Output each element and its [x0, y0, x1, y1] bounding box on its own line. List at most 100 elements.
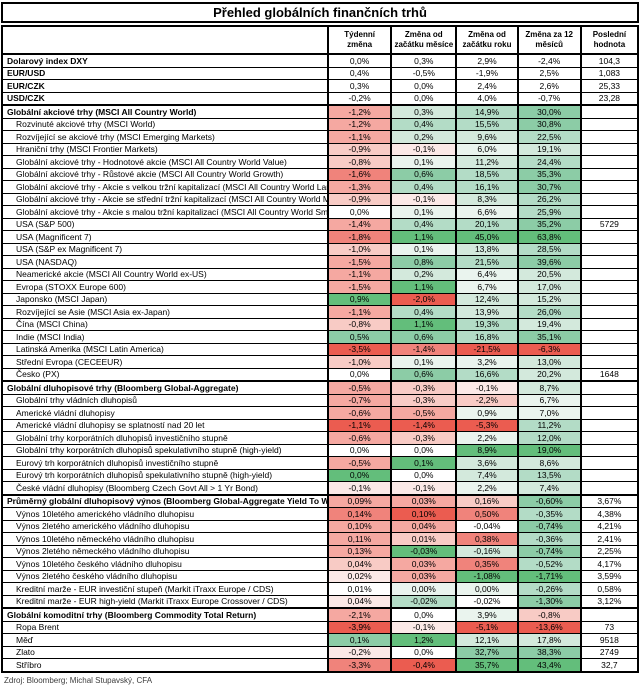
change-value-cell: 0,0% — [390, 79, 457, 93]
last-value-cell — [579, 481, 639, 495]
last-value-cell — [579, 180, 639, 194]
row-label: Neamerické akcie (MSCI All Country World… — [1, 267, 329, 281]
change-value-cell: -1,71% — [516, 569, 582, 583]
change-value-cell: -0,74% — [516, 544, 582, 558]
change-value-cell: 19,0% — [516, 443, 582, 457]
table-row: Americké vládní dluhopisy -0,6% -0,5% 0,9% 7… — [1, 406, 639, 420]
change-value-cell: 19,1% — [516, 142, 582, 156]
table-row: Neamerické akcie (MSCI All Country World… — [1, 267, 639, 281]
row-label: Česko (PX) — [1, 367, 329, 382]
change-value-cell: 8,9% — [455, 443, 519, 457]
change-value-cell: -0,3% — [390, 380, 457, 395]
change-value-cell: -1,3% — [327, 180, 392, 194]
change-value-cell: -0,3% — [390, 393, 457, 407]
last-value-cell — [579, 443, 639, 457]
change-value-cell: 0,0% — [390, 468, 457, 482]
change-value-cell: 0,4% — [390, 117, 457, 131]
last-value-cell — [579, 230, 639, 244]
row-label: Globální akciové trhy - Akcie s malou tr… — [1, 205, 329, 219]
change-value-cell: 0,1% — [390, 155, 457, 169]
change-value-cell: 0,09% — [327, 493, 392, 508]
last-value-cell — [579, 355, 639, 369]
change-value-cell: 6,0% — [455, 142, 519, 156]
change-value-cell: -0,1% — [455, 380, 519, 395]
change-value-cell: 0,0% — [390, 443, 457, 457]
last-value-cell: 23,28 — [579, 91, 639, 106]
change-value-cell: -0,52% — [516, 557, 582, 571]
last-value-cell — [579, 393, 639, 407]
change-value-cell: -0,1% — [327, 481, 392, 495]
change-value-cell: 30,0% — [516, 104, 582, 119]
change-value-cell: 35,2% — [516, 217, 582, 231]
change-value-cell: 17,8% — [516, 633, 582, 647]
change-value-cell: -0,36% — [516, 532, 582, 546]
change-value-cell: 3,9% — [455, 607, 519, 622]
change-value-cell: 19,3% — [455, 317, 519, 331]
change-value-cell: 0,03% — [390, 493, 457, 508]
table-row: Eurový trh korporátních dluhopisů spekul… — [1, 468, 639, 482]
table-row: Čína (MSCI China) -0,8% 1,1% 19,3% 19,4% — [1, 317, 639, 331]
last-value-cell — [579, 380, 639, 395]
change-value-cell: 0,04% — [390, 519, 457, 533]
row-label: Stříbro — [1, 658, 329, 672]
change-value-cell: 38,3% — [516, 645, 582, 659]
change-value-cell: -1,4% — [390, 342, 457, 356]
last-value-cell — [579, 406, 639, 420]
row-label: EUR/USD — [1, 66, 329, 80]
last-value-cell — [579, 280, 639, 294]
row-label: Globální trhy korporátních dluhopisů spe… — [1, 443, 329, 457]
change-value-cell: 0,38% — [455, 532, 519, 546]
change-value-cell: 0,0% — [327, 443, 392, 457]
table-header: Týdenní změna Změna od začátku měsíce Změn… — [1, 25, 639, 55]
change-value-cell: 0,0% — [390, 607, 457, 622]
change-value-cell: -0,8% — [327, 155, 392, 169]
table-row: Rozvinuté akciové trhy (MSCI World) -1,2%… — [1, 117, 639, 131]
table-row: Eurový trh korporátních dluhopisů invest… — [1, 456, 639, 470]
row-label: Globální komoditní trhy (Bloomberg Commo… — [1, 607, 329, 622]
column-header: Změna od začátku měsíce — [390, 25, 457, 55]
change-value-cell: 7,4% — [455, 468, 519, 482]
change-value-cell: 30,7% — [516, 180, 582, 194]
table-row: Rozvíjející se Asie (MSCI Asia ex-Japan)… — [1, 305, 639, 319]
table-row: Měď 0,1% 1,2% 12,1% 17,8% 9518 — [1, 633, 639, 647]
change-value-cell: -1,1% — [327, 130, 392, 144]
table-row: Indie (MSCI India) 0,5% 0,6% 16,8% 35,1% — [1, 330, 639, 344]
change-value-cell: 8,6% — [516, 456, 582, 470]
change-value-cell: 2,6% — [516, 79, 582, 93]
change-value-cell: -2,2% — [455, 393, 519, 407]
table-row: Globální akciové trhy - Růstové akcie (M… — [1, 167, 639, 181]
last-value-cell — [579, 130, 639, 144]
change-value-cell: -1,9% — [455, 66, 519, 80]
change-value-cell: -0,74% — [516, 519, 582, 533]
table-row: Kreditní marže - EUR investiční stupeň (… — [1, 582, 639, 596]
table-row: Výnos 10letého amerického vládního dluho… — [1, 507, 639, 521]
change-value-cell: 30,8% — [516, 117, 582, 131]
table-row: Výnos 10letého německého vládního dluhop… — [1, 532, 639, 546]
change-value-cell: 8,3% — [455, 192, 519, 206]
change-value-cell: -1,0% — [327, 355, 392, 369]
last-value-cell — [579, 205, 639, 219]
change-value-cell: 0,01% — [327, 582, 392, 596]
change-value-cell: 11,2% — [516, 418, 582, 432]
table-row: USA (S&P 500) -1,4% 0,4% 20,1% 35,2% 5729 — [1, 217, 639, 231]
change-value-cell: -1,2% — [327, 117, 392, 131]
change-value-cell: 2,2% — [455, 431, 519, 445]
last-value-cell: 1648 — [579, 367, 639, 382]
row-label: Čína (MSCI China) — [1, 317, 329, 331]
change-value-cell: 39,6% — [516, 255, 582, 269]
change-value-cell: 0,00% — [390, 582, 457, 596]
last-value-cell — [579, 342, 639, 356]
change-value-cell: -0,3% — [390, 431, 457, 445]
table-row: USA (NASDAQ) -1,5% 0,8% 21,5% 39,6% — [1, 255, 639, 269]
change-value-cell: -21,5% — [455, 342, 519, 356]
table-row: Globální trhy korporátních dluhopisů inv… — [1, 431, 639, 445]
change-value-cell: -0,60% — [516, 493, 582, 508]
table-row: Stříbro -3,3% -0,4% 35,7% 43,4% 32,7 — [1, 658, 639, 672]
last-value-cell: 0,58% — [579, 582, 639, 596]
table-row: Výnos 2letého českého vládního dluhopisu… — [1, 569, 639, 583]
table-row: Dolarový index DXY 0,0% 0,3% 2,9% -2,4% 104,3 — [1, 53, 639, 68]
row-label: Globální trhy korporátních dluhopisů inv… — [1, 431, 329, 445]
change-value-cell: -0,26% — [516, 582, 582, 596]
change-value-cell: 4,0% — [455, 91, 519, 106]
change-value-cell: 0,8% — [390, 255, 457, 269]
